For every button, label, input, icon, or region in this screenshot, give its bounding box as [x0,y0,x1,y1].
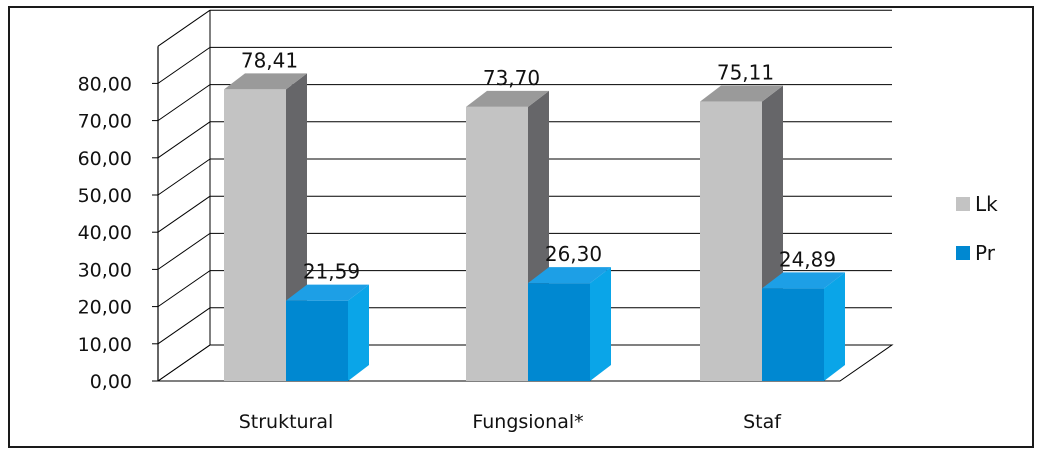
x-axis-labels: Struktural Fungsional* Staf [239,411,783,433]
bar-pr-0 [286,284,369,381]
bar-side [590,267,611,381]
bar-front [286,300,348,381]
gridline-side [157,195,211,233]
data-label: 78,41 [241,48,298,72]
gridline-side [157,158,211,196]
bar-front [700,101,762,382]
gridline-side [157,46,211,84]
data-label: 75,11 [717,61,774,85]
data-label: 21,59 [303,260,360,284]
bar-top [700,85,783,102]
gridline-side [157,84,211,122]
gridline-side [157,232,211,270]
bar-top [224,73,307,90]
gridline-side [157,9,211,47]
bar-front [224,89,286,382]
legend-label-pr: Pr [975,241,996,265]
bar-side [824,272,845,381]
gridline-side [157,344,211,382]
legend-label-lk: Lk [975,192,998,216]
x-category-label: Staf [743,411,782,433]
bar-front [762,288,824,381]
bar-front [528,283,590,381]
y-tick-label: 10,00 [78,334,132,356]
legend-swatch-pr [956,246,970,260]
data-label: 26,30 [545,242,602,266]
bar-top [762,272,845,289]
y-tick-label: 40,00 [78,222,132,244]
bars [224,73,845,382]
y-tick-label: 20,00 [78,297,132,319]
y-tick-label: 0,00 [90,371,132,393]
data-label: 24,89 [779,247,836,271]
bar-side [348,284,369,381]
bar-front [466,106,528,381]
y-tick-label: 70,00 [78,111,132,133]
y-tick-label: 60,00 [78,148,132,170]
gridline-side [157,270,211,308]
data-labels: 78,41 21,59 73,70 26,30 75,11 24,89 [241,48,836,283]
gridline-side [157,121,211,159]
gridline-side [157,307,211,345]
bar-pr-2 [762,272,845,381]
bar-top [466,90,549,107]
y-tick-label: 30,00 [78,259,132,281]
bar-lk-2 [700,85,783,382]
legend: Lk Pr [956,192,998,265]
bar-top [286,284,369,301]
bar-pr-1 [528,267,611,381]
y-tick-label: 80,00 [78,73,132,95]
x-category-label: Fungsional* [472,411,583,433]
y-tick-label: 50,00 [78,185,132,207]
bar-top [528,267,611,284]
data-label: 73,70 [483,66,540,90]
y-axis: 0,00 10,00 20,00 30,00 40,00 50,00 60,00 70,00 8… [78,10,211,393]
legend-swatch-lk [956,197,970,211]
x-category-label: Struktural [239,411,334,433]
